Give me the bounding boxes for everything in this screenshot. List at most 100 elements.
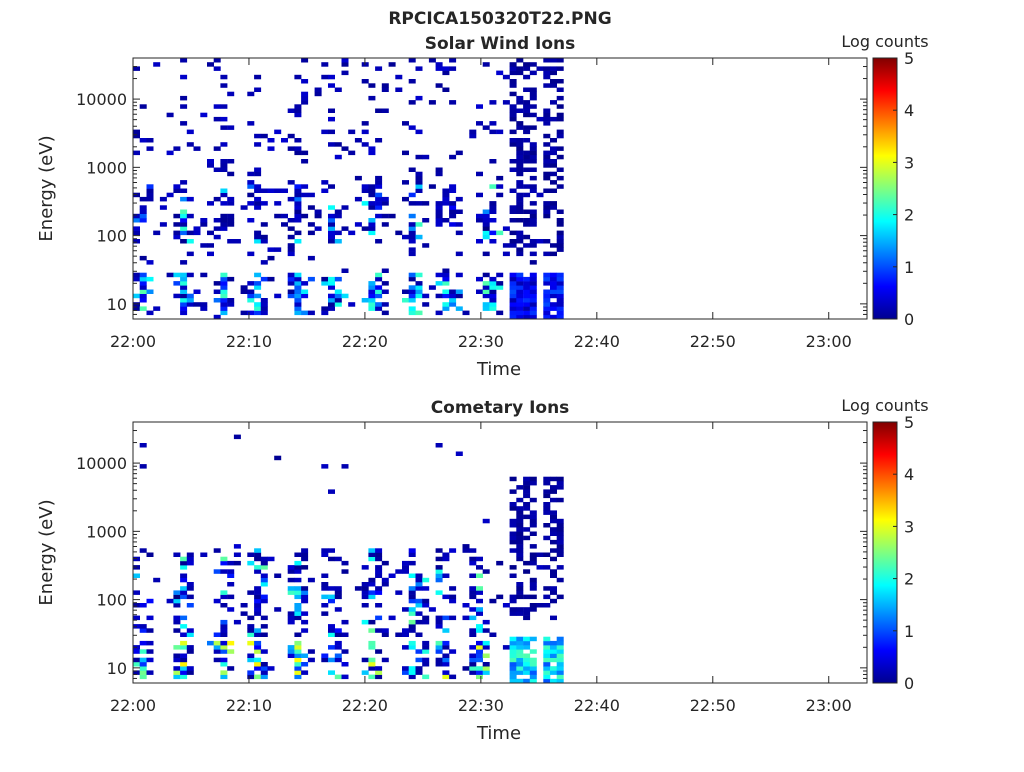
spectrogram-cell [482, 628, 490, 633]
spectrogram-cell [529, 510, 537, 515]
spectrogram-cell [260, 565, 268, 570]
spectrogram-cell [180, 74, 188, 80]
spectrogram-cell [476, 653, 483, 658]
spectrogram-cell [180, 222, 188, 227]
spectrogram-cell [509, 674, 517, 680]
spectrogram-cell [529, 531, 537, 536]
spectrogram-cell [556, 272, 564, 278]
spectrogram-cell [516, 506, 524, 511]
spectrogram-cell [368, 640, 376, 646]
spectrogram-cell [254, 188, 262, 193]
spectrogram-cell [529, 260, 537, 265]
spectrogram-cell [422, 201, 430, 206]
spectrogram-cell [523, 485, 531, 490]
spectrogram-cell [307, 577, 315, 583]
spectrogram-cell [388, 573, 396, 578]
spectrogram-cell [516, 138, 524, 143]
spectrogram-cell [294, 645, 302, 650]
spectrogram-cell [301, 58, 309, 63]
spectrogram-cell [482, 213, 490, 219]
spectrogram-cell [543, 310, 551, 316]
spectrogram-cell [415, 619, 423, 625]
spectrogram-cell [543, 306, 551, 311]
spectrogram-cell [523, 502, 531, 507]
spectrogram-cell [556, 497, 564, 503]
spectrogram-cell [180, 657, 188, 663]
spectrogram-cell [227, 125, 235, 130]
spectrogram-cell [287, 218, 295, 223]
spectrogram-cell [523, 662, 531, 667]
spectrogram-cell [227, 171, 235, 177]
panel-title: Cometary Ions [431, 398, 570, 418]
spectrogram-cell [381, 201, 389, 206]
spectrogram-cell [402, 180, 409, 185]
spectrogram-cell [550, 657, 557, 663]
spectrogram-cell [529, 142, 537, 147]
spectrogram-cell [375, 192, 383, 198]
spectrogram-cell [153, 306, 161, 311]
spectrogram-cell [274, 573, 282, 578]
spectrogram-cell [543, 112, 551, 118]
spectrogram-cell [442, 87, 450, 92]
spectrogram-cell [368, 205, 376, 210]
spectrogram-cell [247, 632, 255, 637]
spectrogram-cell [476, 121, 483, 126]
spectrogram-cell [180, 590, 188, 595]
spectrogram-cell [254, 285, 262, 290]
spectrogram-cell [408, 310, 416, 316]
spectrogram-cell [523, 527, 531, 532]
spectrogram-cell [550, 289, 557, 294]
spectrogram-cell [368, 302, 376, 307]
colorbar-tick-label: 1 [904, 622, 914, 641]
spectrogram-cell [556, 285, 564, 290]
spectrogram-cell [294, 205, 302, 210]
spectrogram-cell [442, 653, 450, 658]
spectrogram-cell [281, 188, 288, 193]
spectrogram-cell [550, 615, 557, 621]
spectrogram-cell [415, 222, 423, 227]
spectrogram-cell [247, 91, 255, 97]
spectrogram-cell [287, 146, 295, 151]
spectrogram-cell [361, 188, 369, 193]
spectrogram-cell [509, 598, 517, 604]
spectrogram-cell [509, 302, 517, 307]
spectrogram-cell [408, 293, 416, 299]
spectrogram-cell [254, 239, 262, 244]
spectrogram-cell [543, 480, 551, 486]
spectrogram-cell [180, 640, 188, 646]
spectrogram-cell [408, 239, 416, 244]
spectrogram-cell [220, 222, 228, 227]
spectrogram-cell [173, 213, 181, 219]
spectrogram-cell [469, 548, 477, 553]
spectrogram-cell [375, 66, 383, 71]
spectrogram-cell [294, 272, 302, 278]
spectrogram-cell [502, 251, 510, 257]
spectrogram-cell [139, 196, 147, 202]
spectrogram-cell [328, 116, 335, 122]
spectrogram-cell [254, 205, 262, 210]
spectrogram-cell [328, 298, 335, 303]
spectrogram-cell [227, 91, 235, 97]
spectrogram-cell [509, 662, 517, 667]
spectrogram-cell [139, 548, 147, 553]
spectrogram-cell [220, 285, 228, 290]
spectrogram-cell [556, 66, 564, 71]
spectrogram-cell [341, 674, 349, 680]
spectrogram-cell [287, 293, 295, 299]
spectrogram-cell [180, 180, 188, 185]
spectrogram-cell [133, 662, 140, 667]
spectrogram-cell [442, 196, 450, 202]
spectrogram-cell [180, 615, 188, 621]
spectrogram-cell [227, 666, 235, 671]
spectrogram-cell [529, 582, 537, 587]
spectrogram-cell [476, 213, 483, 219]
spectrogram-cell [334, 640, 342, 646]
spectrogram-cell [334, 653, 342, 658]
spectrogram-cell [260, 201, 268, 206]
spectrogram-cell [556, 657, 564, 663]
spectrogram-cell [260, 188, 268, 193]
spectrogram-cell [509, 670, 517, 675]
spectrogram-cell [556, 531, 564, 536]
spectrogram-cell [408, 251, 416, 257]
spectrogram-cell [220, 306, 228, 311]
